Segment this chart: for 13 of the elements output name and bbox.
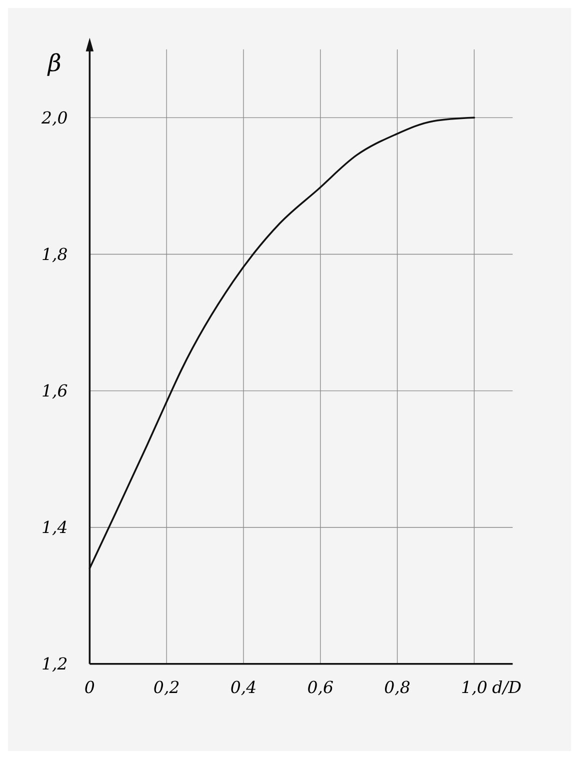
y-axis-title: β xyxy=(46,48,62,77)
x-tick-label: 0,2 xyxy=(153,678,180,698)
x-tick-label: 1,0 xyxy=(461,678,488,698)
y-tick-label: 1,6 xyxy=(42,382,68,401)
x-tick-label: 0,8 xyxy=(384,678,410,698)
x-tick-label: 0 xyxy=(84,678,95,698)
y-tick-label: 1,8 xyxy=(42,245,68,264)
y-tick-label: 1,4 xyxy=(42,518,68,538)
y-tick-label: 2,0 xyxy=(40,108,68,128)
x-tick-label: 0,4 xyxy=(230,678,257,698)
x-tick-label: 0,6 xyxy=(307,678,334,698)
y-tick-label: 1,2 xyxy=(42,654,68,674)
x-axis-title: d/D xyxy=(492,678,522,698)
